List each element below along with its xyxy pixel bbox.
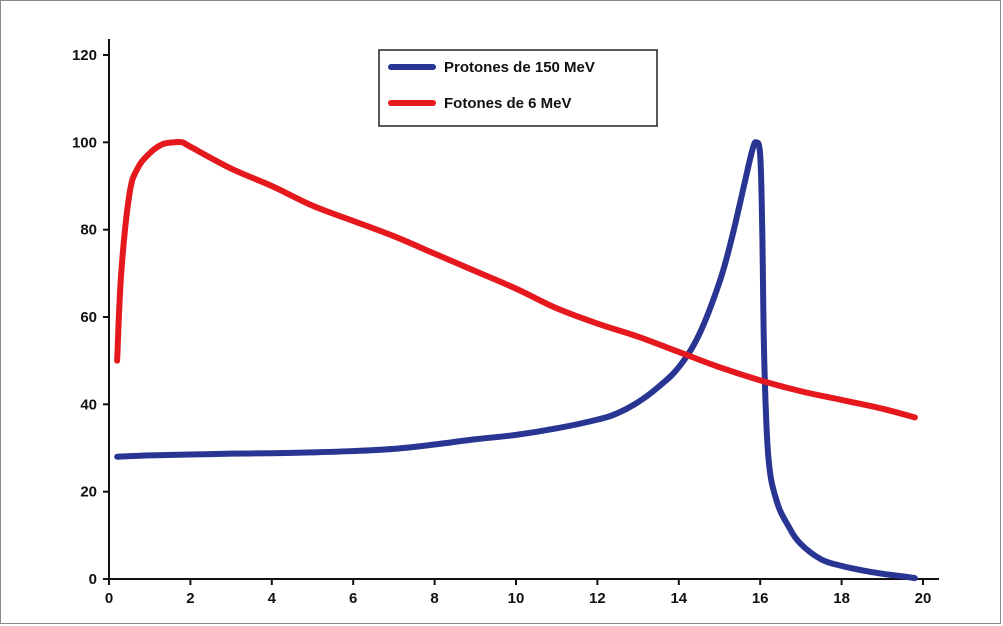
series-lines [114, 138, 918, 582]
y-tick-label: 60 [80, 309, 97, 326]
x-tick-label: 20 [915, 590, 932, 607]
y-tick-label: 0 [89, 571, 97, 588]
x-tick-label: 18 [833, 590, 850, 607]
x-tick-label: 10 [508, 590, 525, 607]
x-tick-label: 12 [589, 590, 606, 607]
x-tick-label: 16 [752, 590, 769, 607]
y-tick-label: 20 [80, 484, 97, 501]
y-tick-label: 120 [72, 47, 97, 64]
legend-label-photons: Fotones de 6 MeV [444, 95, 572, 112]
x-tick-label: 8 [430, 590, 438, 607]
x-tick-label: 14 [670, 590, 687, 607]
axis-ticks: 0 2 4 6 8 10 12 14 16 18 20 0 20 40 60 80 100 120 [72, 47, 931, 607]
x-tick-label: 0 [105, 590, 113, 607]
legend-label-protons: Protones de 150 MeV [444, 59, 595, 76]
x-tick-label: 2 [186, 590, 194, 607]
legend-box [378, 49, 658, 127]
y-tick-label: 100 [72, 134, 97, 151]
series-line-photons [114, 138, 918, 421]
y-tick-label: 40 [80, 396, 97, 413]
x-tick-label: 6 [349, 590, 357, 607]
y-tick-label: 80 [80, 222, 97, 239]
legend: Protones de 150 MeV Fotones de 6 MeV [378, 49, 658, 127]
series-line-protons [114, 139, 918, 582]
x-tick-label: 4 [268, 590, 277, 607]
